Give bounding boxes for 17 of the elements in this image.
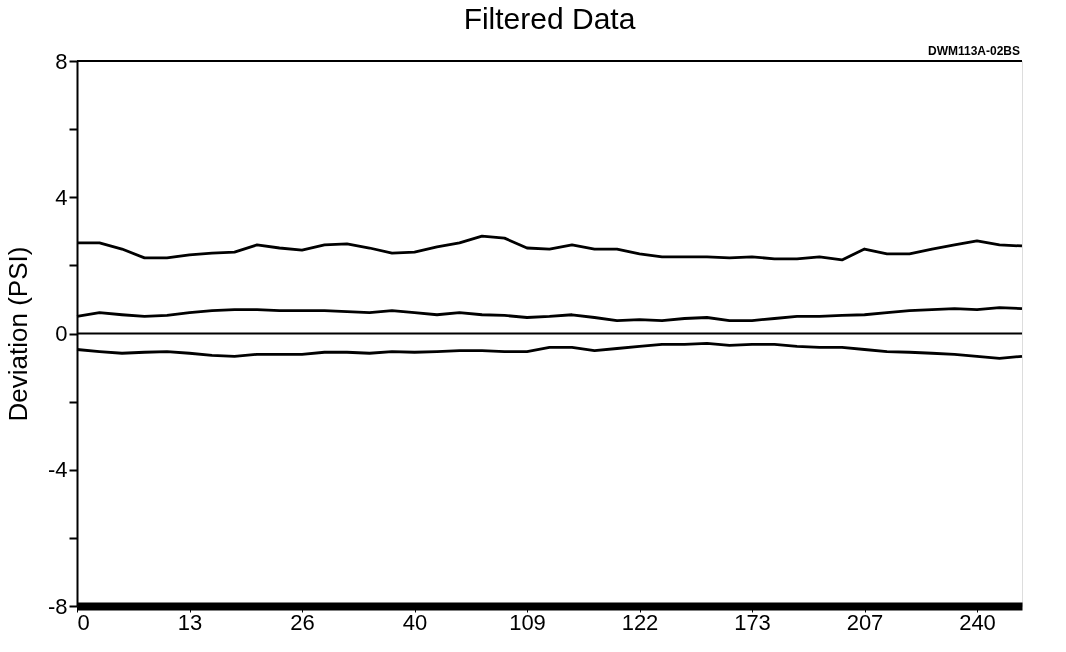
- text: DWM113A-02BS: [927, 44, 1020, 58]
- y-tick-label: 4: [55, 184, 68, 210]
- x-tick-label: 109: [509, 609, 546, 635]
- chart-title: Filtered Data: [463, 2, 636, 35]
- x-tick-label: 122: [621, 609, 659, 635]
- y-axis-title: Deviation (PSI): [2, 246, 33, 422]
- x-tick-label: 240: [959, 609, 996, 635]
- x-tick-label: 0: [77, 609, 90, 635]
- x-tick-label: 40: [402, 609, 428, 635]
- x-tick-label: 173: [734, 609, 771, 635]
- x-tick-label: 13: [177, 609, 203, 635]
- y-tick-label: -8: [47, 593, 68, 619]
- y-tick-label: 0: [55, 321, 68, 346]
- x-tick-label: 26: [290, 609, 315, 635]
- y-tick-label: -4: [47, 457, 68, 483]
- y-tick-label: 8: [55, 48, 68, 74]
- x-tick-label: 207: [846, 609, 884, 635]
